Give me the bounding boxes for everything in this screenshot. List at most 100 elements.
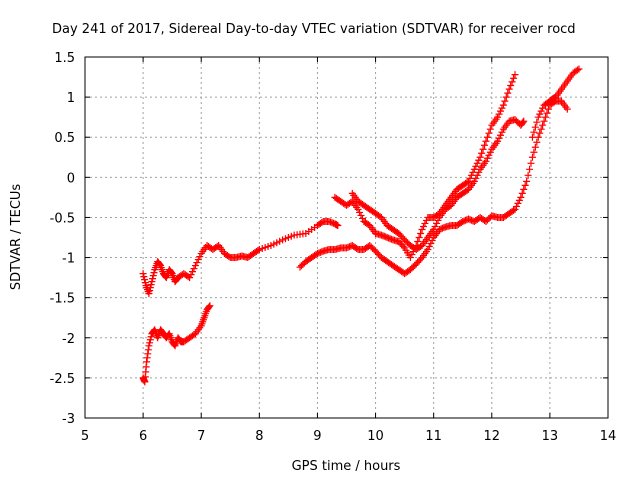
data-point-interp [507, 81, 515, 89]
y-tick-label: 1 [67, 91, 75, 106]
data-point [575, 65, 583, 73]
data-point-interp [149, 275, 157, 283]
data-point [470, 177, 478, 185]
data-point [511, 71, 519, 79]
data-point [482, 157, 490, 165]
series-track-6 [528, 65, 583, 141]
data-point-interp [473, 159, 481, 167]
data-point [505, 85, 513, 93]
data-point-interp [419, 222, 427, 230]
data-point-interp [414, 238, 422, 246]
data-point-interp [481, 141, 489, 149]
data-point-interp [421, 219, 429, 227]
data-point-interp [196, 253, 204, 261]
data-point-interp [483, 133, 491, 141]
data-point-interp [533, 118, 541, 126]
data-point [476, 153, 484, 161]
series-track-4 [348, 116, 528, 254]
data-point-interp [356, 208, 364, 216]
data-point-interp [518, 189, 526, 197]
data-point-interp [543, 109, 551, 117]
data-point-interp [498, 104, 506, 112]
y-tick-label: 0.5 [54, 131, 75, 146]
y-tick-label: 0 [67, 171, 75, 186]
data-point-interp [537, 125, 545, 133]
data-point-interp [573, 66, 581, 74]
data-point-interp [357, 211, 365, 219]
x-axis-label: GPS time / hours [292, 459, 401, 474]
data-point [186, 274, 194, 282]
x-tick-label: 13 [542, 429, 559, 444]
data-point-interp [515, 196, 523, 204]
x-tick-label: 11 [425, 429, 442, 444]
data-point [334, 221, 342, 229]
x-tick-label: 12 [484, 429, 501, 444]
data-point-interp [502, 93, 510, 101]
data-point-interp [428, 237, 436, 245]
data-point-interp [433, 219, 441, 227]
data-point [206, 302, 214, 310]
data-point-interp [473, 171, 481, 179]
data-point-interp [536, 129, 544, 137]
data-point [499, 101, 507, 109]
y-axis: 1.5 1 0.5 0 -0.5 -1 -1.5 -2 -2.5 -3 [50, 51, 608, 427]
data-point-interp [146, 339, 154, 347]
data-point-interp [520, 185, 528, 193]
x-tick-label: 10 [367, 429, 384, 444]
data-point-interp [539, 104, 547, 112]
x-tick-label: 8 [255, 429, 263, 444]
data-point-interp [530, 128, 538, 136]
data-point-interp [530, 148, 538, 156]
data-point-interp [521, 181, 529, 189]
data-point [534, 113, 542, 121]
data-point-interp [425, 243, 433, 251]
series-track-2 [139, 302, 214, 386]
data-point-interp [427, 240, 435, 248]
data-point-interp [156, 261, 164, 269]
data-point-interp [190, 265, 198, 273]
data-point [424, 246, 432, 254]
data-point-interp [501, 97, 509, 105]
x-axis: 5 6 7 8 9 10 11 12 13 14 [81, 57, 616, 444]
data-point-interp [496, 107, 504, 115]
data-point-interp [147, 281, 155, 289]
data-point-interp [194, 256, 202, 264]
data-point [520, 117, 528, 125]
x-tick-label: 14 [600, 429, 617, 444]
data-point-interp [140, 273, 148, 281]
data-point-interp [417, 255, 425, 263]
data-point-interp [434, 216, 442, 224]
data-point-interp [495, 134, 503, 142]
data-point-interp [526, 165, 534, 173]
y-tick-label: -0.5 [50, 211, 75, 226]
data-point-interp [479, 145, 487, 153]
data-point-interp [472, 174, 480, 182]
data-point-interp [512, 202, 520, 210]
data-point-interp [415, 234, 423, 241]
data-point [418, 225, 426, 233]
data-marks [139, 65, 583, 386]
data-point-interp [399, 242, 407, 250]
data-point-interp [485, 129, 493, 137]
data-point-interp [358, 214, 366, 222]
chart-title: Day 241 of 2017, Sidereal Day-to-day VTE… [52, 22, 576, 37]
series-track-3 [331, 71, 519, 262]
data-point-interp [146, 284, 154, 292]
data-point-interp [150, 269, 158, 277]
data-point-interp [475, 168, 483, 176]
y-tick-label: -1 [62, 252, 75, 267]
data-point-interp [510, 206, 518, 214]
data-point-interp [472, 162, 480, 170]
y-tick-label: 1.5 [54, 51, 75, 66]
data-point-interp [533, 138, 541, 146]
x-tick-label: 7 [197, 429, 205, 444]
y-axis-label: SDTVAR / TECUs [9, 184, 24, 291]
data-point [540, 117, 548, 125]
data-point-interp [463, 178, 471, 186]
data-point-interp [189, 268, 197, 276]
data-point-interp [542, 113, 550, 121]
data-point-interp [504, 89, 512, 97]
data-point [406, 254, 414, 262]
data-point [145, 342, 153, 350]
